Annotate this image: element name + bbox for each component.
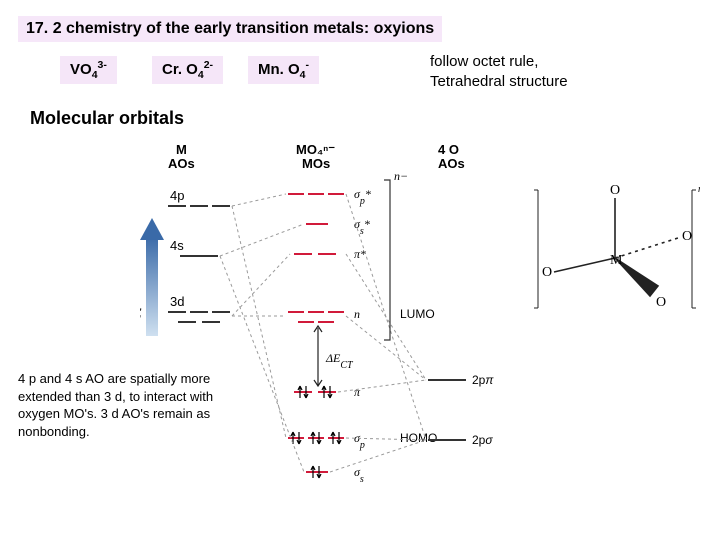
svg-text:σs*: σs* xyxy=(354,217,370,237)
svg-text:O: O xyxy=(656,295,666,310)
svg-text:O: O xyxy=(542,265,552,280)
svg-text:3d: 3d xyxy=(170,294,184,309)
tetrahedral-structure: M O O O O n− xyxy=(530,180,700,320)
svg-text:O: O xyxy=(610,183,620,198)
svg-text:O: O xyxy=(682,229,692,244)
svg-text:n: n xyxy=(354,307,360,321)
subtitle: Molecular orbitals xyxy=(30,108,184,129)
svg-text:2pπ: 2pπ xyxy=(472,373,494,387)
svg-text:AOs: AOs xyxy=(168,156,195,171)
svg-text:4p: 4p xyxy=(170,188,184,203)
ion-vo4: VO43- xyxy=(60,56,117,84)
svg-text:4s: 4s xyxy=(170,238,184,253)
svg-text:MOs: MOs xyxy=(302,156,330,171)
energy-axis: E xyxy=(140,218,164,336)
ion-cro4: Cr. O42- xyxy=(152,56,223,84)
structure-note: follow octet rule, Tetrahedral structure xyxy=(430,52,568,91)
svg-text:4 O: 4 O xyxy=(438,142,459,157)
svg-text:σs: σs xyxy=(354,465,364,485)
section-title: 17. 2 chemistry of the early transition … xyxy=(18,16,442,42)
svg-text:HOMO: HOMO xyxy=(400,431,437,445)
svg-text:σp*: σp* xyxy=(354,187,371,207)
svg-text:M: M xyxy=(176,142,187,157)
svg-text:n−: n− xyxy=(394,169,408,183)
svg-text:LUMO: LUMO xyxy=(400,307,435,321)
svg-text:E: E xyxy=(140,306,142,322)
svg-text:M: M xyxy=(610,253,623,268)
svg-text:π: π xyxy=(354,385,361,399)
svg-text:AOs: AOs xyxy=(438,156,465,171)
diagram-caption: 4 p and 4 s AO are spatially more extend… xyxy=(18,370,238,440)
svg-text:n−: n− xyxy=(698,184,700,195)
svg-text:π*: π* xyxy=(354,247,366,261)
mo-diagram: M AOs MO₄ⁿ⁻ MOs 4 O AOs E 4p 4s xyxy=(140,140,500,510)
svg-text:ΔECT: ΔECT xyxy=(325,351,354,371)
ion-mno4: Mn. O4- xyxy=(248,56,319,84)
svg-text:σp: σp xyxy=(354,431,365,451)
svg-text:MO₄ⁿ⁻: MO₄ⁿ⁻ xyxy=(296,142,335,157)
svg-text:2pσ: 2pσ xyxy=(472,433,493,447)
